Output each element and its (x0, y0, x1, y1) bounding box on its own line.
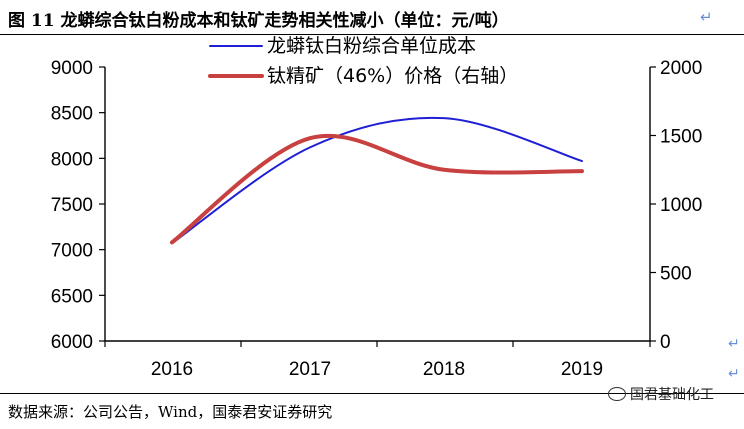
x-axis-ticks: 2016 2017 2018 2019 (104, 341, 651, 380)
wechat-icon (608, 387, 626, 401)
right-tick-label: 1000 (660, 195, 702, 216)
x-tick-label: 2018 (423, 359, 465, 380)
source-note: 数据来源：公司公告，Wind，国泰君安证券研究 (8, 403, 333, 421)
axes (104, 67, 651, 342)
right-tick-label: 1500 (660, 127, 702, 148)
legend-label-1: 龙蟒钛白粉综合单位成本 (267, 35, 476, 57)
watermark-label: 国君基础化工 (630, 387, 714, 403)
left-tick-label: 6000 (51, 332, 93, 353)
left-tick-label: 9000 (51, 58, 93, 79)
top-rule (0, 34, 744, 35)
x-tick-label: 2016 (151, 359, 193, 380)
paragraph-mark-icon: ↵ (728, 366, 740, 382)
left-tick-label: 6500 (51, 286, 93, 307)
bottom-rule (0, 393, 744, 394)
left-tick-label: 7500 (51, 195, 93, 216)
paragraph-mark-icon: ↵ (728, 336, 740, 352)
left-tick-label: 7000 (51, 241, 93, 262)
left-tick-label: 8000 (51, 149, 93, 170)
chart-title: 图 11 龙蟒综合钛白粉成本和钛矿走势相关性减小（单位：元/吨） (8, 11, 509, 31)
watermark: 国君基础化工 (608, 384, 714, 404)
right-tick-label: 500 (660, 264, 692, 285)
x-tick-label: 2019 (561, 359, 603, 380)
series-lines (170, 116, 584, 245)
legend-label-2: 钛精矿（46%）价格（右轴） (267, 65, 518, 87)
series-line-1 (171, 116, 583, 245)
right-tick-label: 0 (660, 332, 671, 353)
series-line-2 (170, 133, 584, 245)
right-tick-label: 2000 (660, 58, 702, 79)
x-tick-label: 2017 (289, 359, 331, 380)
left-axis-ticks: 6000 6500 7000 7500 8000 8500 9000 (51, 58, 105, 353)
right-axis-ticks: 0 500 1000 1500 2000 (650, 58, 702, 353)
paragraph-mark-icon: ↵ (700, 8, 713, 26)
left-tick-label: 8500 (51, 104, 93, 125)
